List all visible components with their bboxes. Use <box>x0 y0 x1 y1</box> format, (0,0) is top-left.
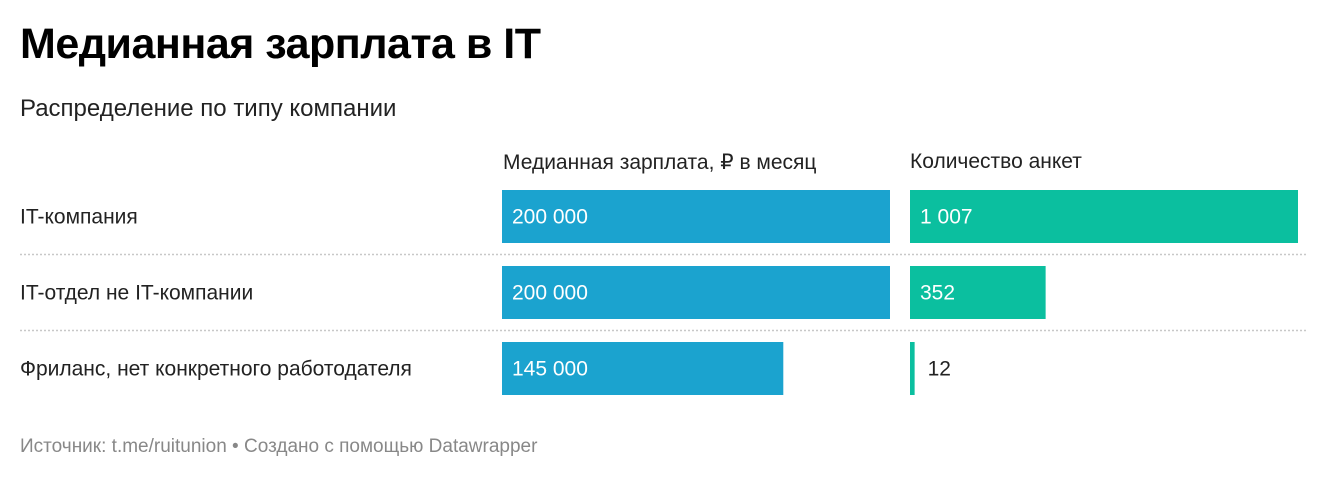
count-column-header: Количество анкет <box>910 150 1082 173</box>
count-value-label: 1 007 <box>920 206 973 229</box>
salary-bar <box>502 190 890 243</box>
salary-value-label: 200 000 <box>512 206 588 229</box>
salary-column-header: Медианная зарплата, ₽ в месяц <box>503 151 817 174</box>
count-bar <box>910 190 1298 243</box>
chart-footer-source: Источник: t.me/ruitunion • Создано с пом… <box>20 436 538 457</box>
chart-title: Медианная зарплата в IT <box>20 20 541 68</box>
bar-chart: IT-компания 200 000 1 007 IT-отдел не IT-ко… <box>20 190 1306 395</box>
count-bar <box>910 342 915 395</box>
salary-value-label: 145 000 <box>512 358 588 381</box>
count-bar <box>910 266 1046 319</box>
count-value-label: 352 <box>920 282 955 305</box>
row-label: Фриланс, нет конкретного работодателя <box>20 358 412 381</box>
salary-bar <box>502 342 784 395</box>
row-label: IT-отдел не IT-компании <box>20 282 253 305</box>
chart-subtitle: Распределение по типу компании <box>20 95 397 122</box>
salary-value-label: 200 000 <box>512 282 588 305</box>
row-label: IT-компания <box>20 206 138 229</box>
count-value-label: 12 <box>928 358 951 381</box>
salary-bar <box>502 266 890 319</box>
